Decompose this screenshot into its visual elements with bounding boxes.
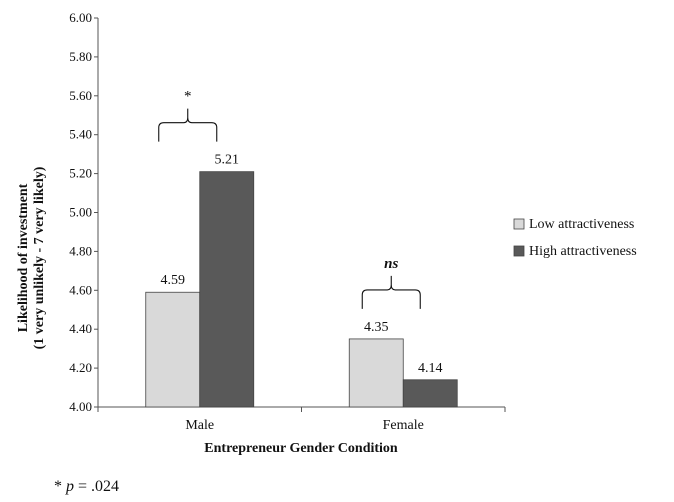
bar [402,379,458,408]
bar [199,171,255,408]
x-tick-label: Female [383,418,424,433]
legend-label: Low attractiveness [529,217,634,232]
bar [348,338,404,408]
bars: 4.59 5.21 4.35 4.14 [145,153,458,408]
significance-annotations: * ns [158,89,421,309]
x-axis: Male Female [97,406,506,433]
y-axis: 4.00 4.20 4.40 4.60 4.80 5.00 5.20 5.40 5.60 5.80… [69,10,99,414]
legend-swatch [513,245,525,257]
data-label: 5.21 [215,153,240,168]
y-axis-subtitle: (1 very unlikely - 7 very likely) [32,166,47,349]
y-tick-label: 6.00 [69,10,92,25]
data-label: 4.59 [161,273,186,288]
significance-label: ns [384,256,398,272]
y-tick-label: 5.60 [69,88,92,103]
significance-label: * [184,89,192,105]
data-label: 4.14 [418,361,443,376]
footnote-value: = .024 [78,478,120,495]
y-axis-title: Likelihood of investment [16,183,31,332]
legend: Low attractiveness High attractiveness [513,217,637,259]
y-tick-label: 4.60 [69,282,92,297]
bar [145,291,201,408]
x-axis-title: Entrepreneur Gender Condition [204,441,398,456]
significance-brace [158,108,218,142]
footnote-p: p [66,478,74,495]
y-tick-label: 4.80 [69,243,92,258]
legend-label: High attractiveness [529,244,637,259]
x-tick-label: Male [185,418,214,433]
y-tick-label: 5.20 [69,166,92,181]
data-label: 4.35 [364,320,389,335]
significance-brace [361,275,421,309]
y-tick-label: 4.20 [69,360,92,375]
y-tick-label: 5.80 [69,49,92,64]
footnote-star: * [54,478,62,495]
y-tick-label: 4.40 [69,321,92,336]
y-tick-label: 4.00 [69,399,92,414]
footnote: * p = .024 [54,478,119,496]
legend-swatch [513,218,525,230]
y-tick-label: 5.40 [69,127,92,142]
y-tick-label: 5.00 [69,205,92,220]
